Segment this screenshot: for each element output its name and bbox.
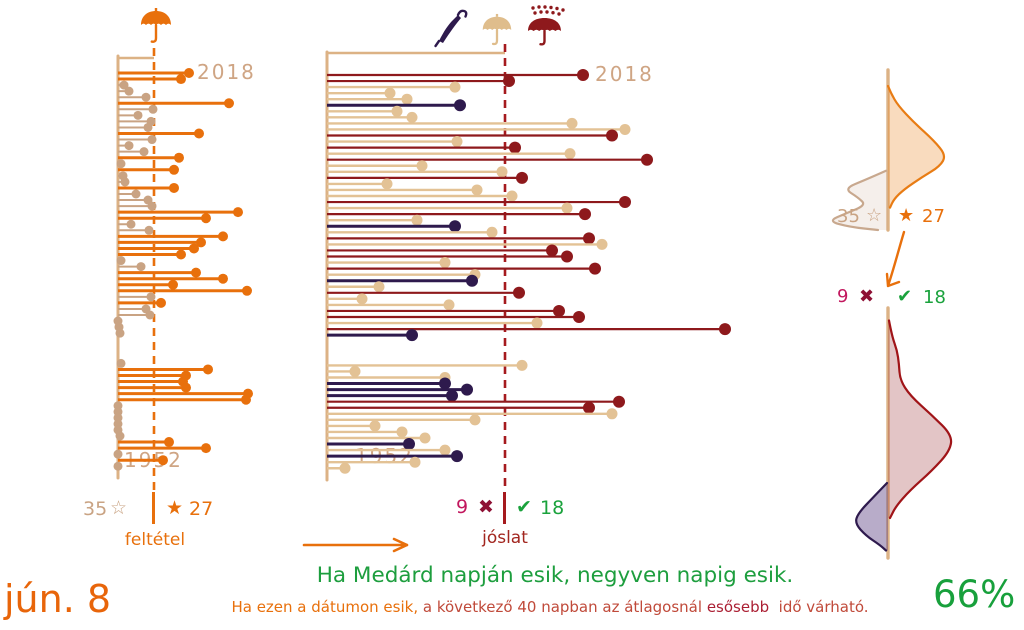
success-percentage: 66% — [933, 573, 1016, 616]
dist2-fail-num: 9 — [837, 286, 849, 307]
condition-axis-label: feltétel — [124, 530, 186, 550]
cross-mark-icon: ✖ — [478, 496, 494, 518]
explanation-body: a következő 40 napban az átlagosnál — [422, 598, 707, 616]
condition-count-rain: 27 — [189, 498, 214, 520]
prediction-pass-count: 18 — [540, 497, 565, 519]
prediction-threshold-segment — [503, 492, 506, 524]
arrow-right-icon — [302, 537, 409, 553]
dist1-left-num: 35 — [837, 206, 860, 227]
dry-outcome-closed-umbrella-icon — [434, 9, 468, 48]
proverb-text: Ha Medárd napján esik, negyven napig esi… — [316, 563, 794, 588]
mid-outcome-umbrella-icon — [482, 13, 512, 46]
dist1-filled-star-icon: ★ — [898, 205, 915, 226]
arrow-down-icon — [885, 230, 906, 288]
prediction-chart — [325, 44, 731, 492]
filled-star-icon: ★ — [166, 497, 184, 519]
open-star-icon: ☆ — [110, 497, 128, 519]
explanation-rainier: esősebb — [706, 598, 770, 616]
condition-year-top: 2018 — [197, 60, 256, 84]
rain-outcome-umbrella-icon — [528, 5, 565, 46]
dist2-check-mark-icon: ✔ — [897, 286, 913, 307]
dist2-cross-mark-icon: ✖ — [859, 286, 875, 307]
explanation-text: Ha ezen a dátumon esik, a következő 40 n… — [180, 600, 920, 615]
condition-distribution — [831, 68, 946, 232]
explanation-condition: Ha ezen a dátumon esik, — [231, 598, 423, 616]
condition-count-norain: 35 — [83, 498, 108, 520]
dist2-pass-num: 18 — [923, 287, 946, 308]
prediction-year-top: 2018 — [595, 62, 654, 86]
condition-chart — [113, 48, 253, 490]
check-mark-icon: ✔ — [516, 496, 532, 518]
date-label: jún. 8 — [4, 577, 112, 621]
rain-dots-icon — [531, 5, 565, 16]
dist1-right-num: 27 — [922, 206, 945, 227]
condition-threshold-segment — [152, 492, 155, 524]
prediction-distribution — [855, 306, 953, 560]
dist1-open-star-icon: ☆ — [866, 205, 883, 226]
condition-umbrella-icon — [141, 8, 171, 43]
explanation-tail: idő várható. — [769, 598, 869, 616]
prediction-axis-label: jóslat — [482, 528, 528, 548]
prediction-fail-count: 9 — [456, 496, 469, 518]
